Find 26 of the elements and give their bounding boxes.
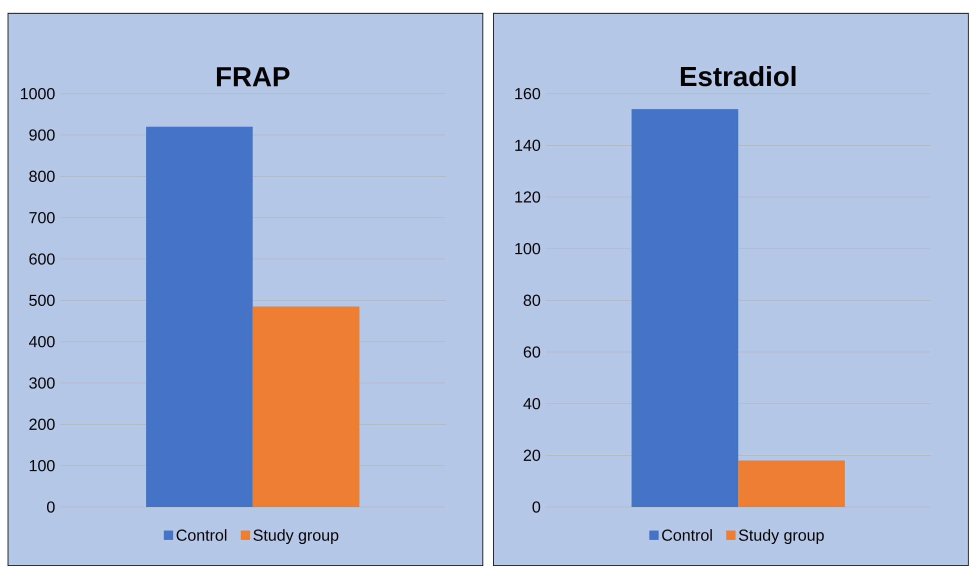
- y-tick-label: 700: [29, 212, 55, 224]
- y-tick-label: 300: [29, 377, 55, 389]
- legend-label: Control: [176, 529, 226, 541]
- y-tick-label: 800: [29, 170, 55, 182]
- y-tick-label: 160: [515, 88, 540, 100]
- y-tick-label: 140: [515, 140, 540, 151]
- y-tick-label: 0: [47, 501, 55, 513]
- y-tick-label: 60: [524, 346, 540, 358]
- y-tick-label: 0: [532, 501, 540, 513]
- y-tick-label: 80: [524, 294, 540, 306]
- y-tick-label: 500: [29, 294, 55, 306]
- legend-label: Study group: [738, 529, 824, 544]
- legend-label: Control: [662, 529, 712, 541]
- y-tick-label: 100: [515, 242, 540, 254]
- y-tick-label: 400: [28, 336, 55, 348]
- y-tick-label: 200: [29, 418, 55, 430]
- y-tick-label: 120: [515, 191, 540, 203]
- chart-title: Estradiol: [680, 66, 796, 86]
- y-tick-label: 1000: [20, 88, 55, 100]
- y-tick-label: 600: [29, 253, 55, 265]
- y-tick-label: 40: [523, 398, 540, 410]
- y-tick-label: 900: [29, 129, 55, 141]
- legend-label: Study group: [253, 529, 338, 544]
- y-tick-label: 20: [524, 450, 540, 461]
- y-tick-label: 100: [30, 460, 55, 472]
- chart-title: FRAP: [216, 67, 290, 86]
